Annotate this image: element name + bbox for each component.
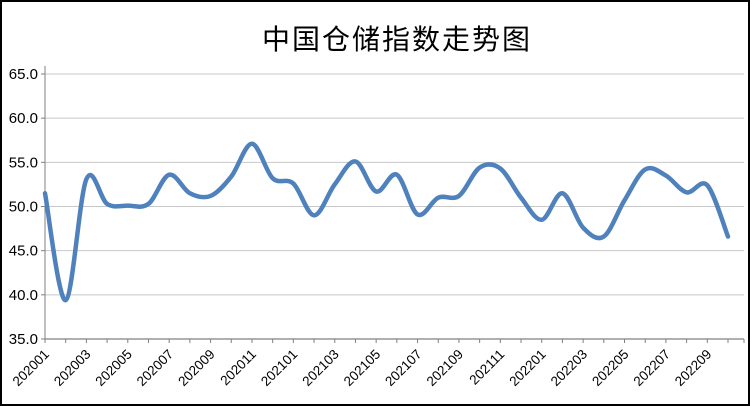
x-tick-label: 202107 xyxy=(382,347,424,389)
x-tick-label: 202205 xyxy=(589,347,631,389)
y-tick-label: 40.0 xyxy=(9,287,38,304)
x-tick-label: 202001 xyxy=(10,347,52,389)
chart-title: 中国仓储指数走势图 xyxy=(261,23,532,56)
x-tick-label: 202007 xyxy=(134,347,176,389)
x-tick-label: 202009 xyxy=(175,347,217,389)
y-tick-label: 35.0 xyxy=(9,331,38,348)
y-axis-labels: 35.0 40.0 45.0 50.0 55.0 60.0 65.0 xyxy=(9,66,45,348)
x-tick-label: 202005 xyxy=(92,347,134,389)
x-tick-label: 202207 xyxy=(631,347,673,389)
x-tick-label: 202109 xyxy=(424,347,466,389)
y-tick-label: 55.0 xyxy=(9,154,38,171)
x-tick-label: 202003 xyxy=(51,347,93,389)
x-axis-ticks xyxy=(44,339,745,343)
x-tick-label: 202101 xyxy=(258,347,300,389)
y-tick-label: 60.0 xyxy=(9,110,38,127)
x-tick-label: 202111 xyxy=(466,347,507,388)
warehousing-index-series xyxy=(42,141,731,303)
y-tick-label: 45.0 xyxy=(9,243,38,260)
y-tick-label: 50.0 xyxy=(9,199,38,216)
gridlines xyxy=(45,73,744,296)
y-tick-label: 65.0 xyxy=(9,66,38,83)
x-tick-label: 202105 xyxy=(341,347,383,389)
x-tick-label: 202209 xyxy=(672,347,714,389)
x-tick-label: 202011 xyxy=(217,347,259,389)
x-tick-label: 202201 xyxy=(506,347,548,389)
x-tick-label: 202203 xyxy=(548,347,590,389)
x-tick-label: 202103 xyxy=(299,347,341,389)
